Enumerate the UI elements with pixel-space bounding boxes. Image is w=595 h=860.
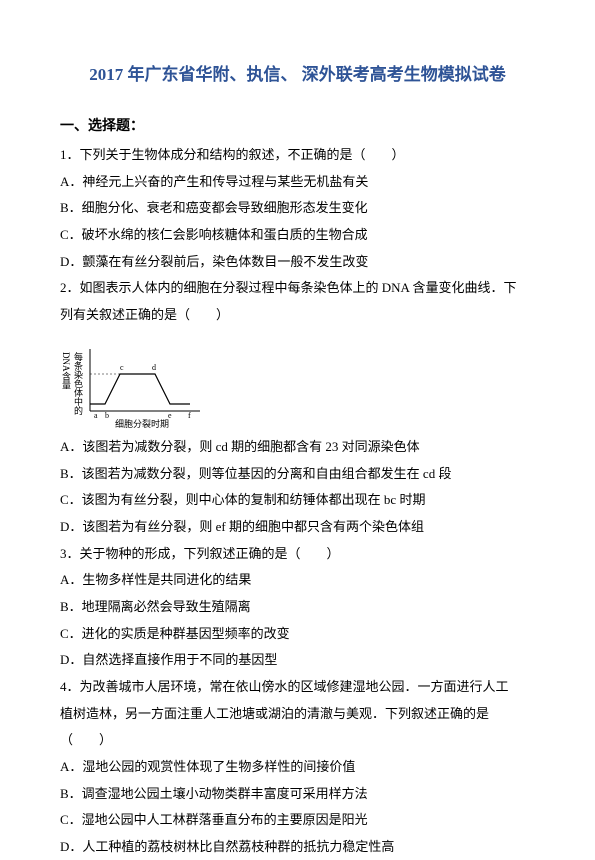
- q4-option-d: D．人工种植的荔枝树林比自然荔枝种群的抵抗力稳定性高: [60, 835, 535, 860]
- chart-curve: [90, 374, 190, 404]
- q4-option-a: A．湿地公园的观赏性体现了生物多样性的间接价值: [60, 755, 535, 780]
- q3-option-a: A．生物多样性是共同进化的结果: [60, 568, 535, 593]
- q3-option-b: B．地理隔离必然会导致生殖隔离: [60, 595, 535, 620]
- q2-option-b: B．该图若为减数分裂，则等位基因的分离和自由组合都发生在 cd 段: [60, 462, 535, 487]
- q3-stem: 3．关于物种的形成，下列叙述正确的是（ ）: [60, 542, 535, 567]
- q2-option-a: A．该图若为减数分裂，则 cd 期的细胞都含有 23 对同源染色体: [60, 435, 535, 460]
- chart-point-b: b: [105, 411, 109, 420]
- q4-stem-line3: （ ）: [60, 728, 535, 753]
- q3-option-d: D．自然选择直接作用于不同的基因型: [60, 648, 535, 673]
- q4-stem-line1: 4．为改善城市人居环境，常在依山傍水的区域修建湿地公园．一方面进行人工: [60, 675, 535, 700]
- chart-point-d: d: [152, 363, 156, 372]
- chart-point-c: c: [120, 363, 124, 372]
- q1-option-d: D．颤藻在有丝分裂前后，染色体数目一般不发生改变: [60, 250, 535, 275]
- chart-ylabel2: DNA含量: [61, 352, 71, 390]
- chart-ylabel: 每条染色体中的: [73, 351, 83, 416]
- q2-option-d: D．该图若为有丝分裂，则 ef 期的细胞中都只含有两个染色体组: [60, 515, 535, 540]
- q2-stem-line2: 列有关叙述正确的是（ ）: [60, 303, 535, 328]
- q2-chart: DNA含量 每条染色体中的 a b c d e f 细胞分裂时期: [60, 334, 535, 429]
- page-title: 2017 年广东省华附、执信、 深外联考高考生物模拟试卷: [60, 60, 535, 85]
- q1-option-a: A．神经元上兴奋的产生和传导过程与某些无机盐有关: [60, 170, 535, 195]
- q4-option-b: B．调查湿地公园土壤小动物类群丰富度可采用样方法: [60, 782, 535, 807]
- section-heading: 一、选择题：: [60, 115, 535, 135]
- q1-stem: 1．下列关于生物体成分和结构的叙述，不正确的是（ ）: [60, 143, 535, 168]
- q1-option-b: B．细胞分化、衰老和癌变都会导致细胞形态发生变化: [60, 196, 535, 221]
- chart-point-a: a: [94, 411, 98, 420]
- q3-option-c: C．进化的实质是种群基因型频率的改变: [60, 622, 535, 647]
- q1-option-c: C．破坏水绵的核仁会影响核糖体和蛋白质的生物合成: [60, 223, 535, 248]
- q4-stem-line2: 植树造林，另一方面注重人工池塘或湖泊的清澈与美观．下列叙述正确的是: [60, 702, 535, 727]
- q4-option-c: C．湿地公园中人工林群落垂直分布的主要原因是阳光: [60, 808, 535, 833]
- chart-point-f: f: [188, 411, 191, 420]
- chart-xlabel: 细胞分裂时期: [115, 418, 169, 429]
- q2-stem-line1: 2．如图表示人体内的细胞在分裂过程中每条染色体上的 DNA 含量变化曲线．下: [60, 276, 535, 301]
- q2-option-c: C．该图为有丝分裂，则中心体的复制和纺锤体都出现在 bc 时期: [60, 488, 535, 513]
